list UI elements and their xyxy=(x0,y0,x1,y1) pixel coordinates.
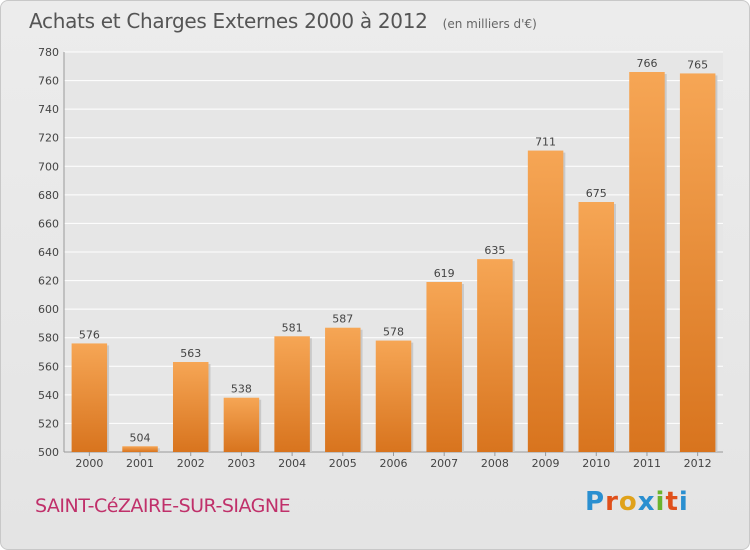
data-label: 766 xyxy=(636,57,657,70)
y-tick-label: 680 xyxy=(38,189,59,202)
logo-letter: i xyxy=(655,487,666,517)
data-label: 675 xyxy=(586,187,607,200)
bar xyxy=(578,202,615,452)
chart-unit: (en milliers d'€) xyxy=(442,17,537,31)
y-tick-label: 600 xyxy=(38,303,59,316)
x-tick-label: 2012 xyxy=(684,457,712,470)
bar xyxy=(71,343,108,452)
y-tick-label: 520 xyxy=(38,417,59,430)
data-label: 504 xyxy=(130,431,151,444)
data-label: 635 xyxy=(484,244,505,257)
x-tick-label: 2007 xyxy=(430,457,458,470)
y-tick-label: 620 xyxy=(38,275,59,288)
data-label: 587 xyxy=(332,313,353,326)
data-label: 765 xyxy=(687,58,708,71)
logo-letter: r xyxy=(605,487,619,517)
data-label: 578 xyxy=(383,326,404,339)
bar xyxy=(629,72,665,452)
x-tick-label: 2010 xyxy=(582,457,610,470)
y-tick-label: 640 xyxy=(38,246,59,259)
bar xyxy=(172,362,209,452)
y-tick-label: 660 xyxy=(38,217,59,230)
y-tick-label: 580 xyxy=(38,332,59,345)
data-label: 581 xyxy=(282,321,303,334)
chart-header: Achats et Charges Externes 2000 à 2012 (… xyxy=(29,9,537,33)
y-tick-label: 700 xyxy=(38,160,59,173)
x-tick-label: 2005 xyxy=(329,457,357,470)
bar xyxy=(679,73,716,452)
x-tick-label: 2006 xyxy=(380,457,408,470)
data-label: 619 xyxy=(434,267,455,280)
proxiti-logo[interactable]: Proxiti xyxy=(585,487,689,517)
bar xyxy=(274,336,310,452)
y-tick-label: 780 xyxy=(38,46,59,59)
logo-letter: P xyxy=(585,487,606,517)
y-tick-label: 500 xyxy=(38,446,59,459)
bar xyxy=(477,259,513,452)
logo-letter: i xyxy=(678,487,689,517)
y-tick-label: 760 xyxy=(38,75,59,88)
bar xyxy=(375,340,412,452)
bar xyxy=(426,282,462,452)
bar xyxy=(122,446,158,452)
x-tick-label: 2002 xyxy=(177,457,205,470)
y-tick-label: 740 xyxy=(38,103,59,116)
x-tick-label: 2000 xyxy=(75,457,103,470)
x-tick-label: 2003 xyxy=(227,457,255,470)
y-tick-label: 720 xyxy=(38,132,59,145)
commune-name: SAINT-CéZAIRE-SUR-SIAGNE xyxy=(35,495,291,517)
data-label: 711 xyxy=(535,136,556,149)
data-label: 538 xyxy=(231,383,252,396)
x-tick-label: 2011 xyxy=(633,457,661,470)
y-tick-label: 560 xyxy=(38,360,59,373)
x-tick-label: 2009 xyxy=(532,457,560,470)
x-tick-label: 2001 xyxy=(126,457,154,470)
x-tick-label: 2008 xyxy=(481,457,509,470)
bar xyxy=(325,327,361,452)
y-tick-label: 540 xyxy=(38,389,59,402)
logo-letter: t xyxy=(665,487,679,517)
logo-letter: x xyxy=(637,487,656,517)
data-label: 576 xyxy=(79,328,100,341)
data-label: 563 xyxy=(180,347,201,360)
bar xyxy=(223,397,260,452)
bar xyxy=(527,150,564,453)
logo-letter: o xyxy=(618,487,638,517)
x-tick-label: 2004 xyxy=(278,457,306,470)
chart-title: Achats et Charges Externes 2000 à 2012 xyxy=(29,9,428,33)
